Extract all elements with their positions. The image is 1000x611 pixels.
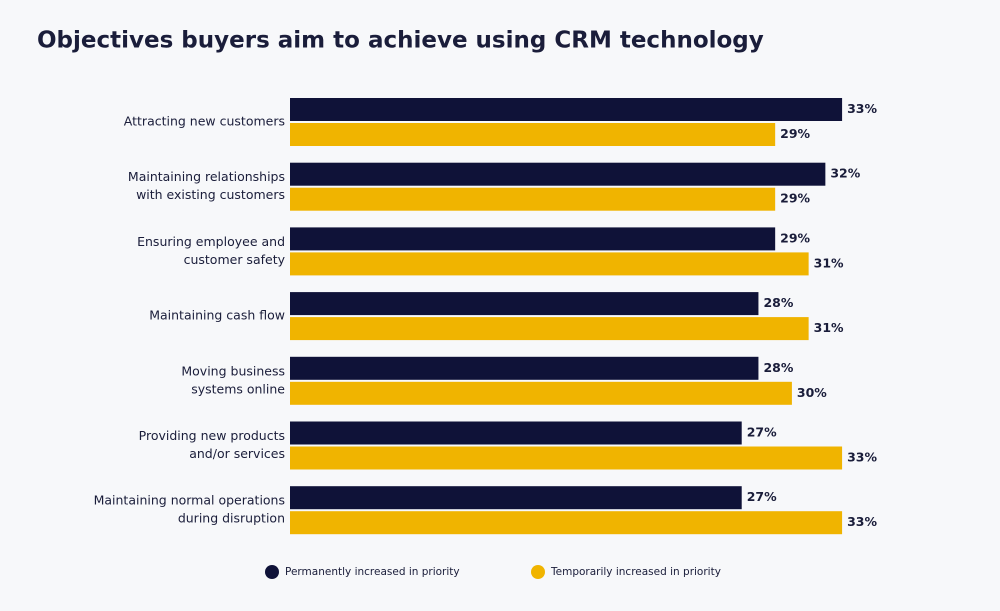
- value-label: 27%: [747, 425, 777, 440]
- bar: [290, 317, 809, 341]
- bar: [290, 381, 792, 405]
- category-label: systems online: [191, 381, 285, 396]
- value-label: 30%: [797, 385, 827, 400]
- category-label: during disruption: [178, 511, 285, 526]
- value-label: 33%: [847, 450, 877, 465]
- category-label: Ensuring employee and: [137, 234, 285, 249]
- value-label: 27%: [747, 489, 777, 504]
- bar: [290, 187, 776, 211]
- bar: [290, 511, 843, 535]
- category-label: Attracting new customers: [124, 114, 285, 129]
- category-label: Maintaining normal operations: [94, 493, 285, 508]
- value-label: 31%: [814, 320, 844, 335]
- legend-marker: [531, 565, 545, 579]
- category-label: with existing customers: [136, 187, 285, 202]
- category-label: Maintaining relationships: [128, 169, 285, 184]
- legend-label: Temporarily increased in priority: [550, 566, 721, 578]
- bar: [290, 446, 843, 470]
- bar: [290, 98, 843, 121]
- value-label: 29%: [780, 191, 810, 206]
- legend-label: Permanently increased in priority: [285, 566, 460, 578]
- bar: [290, 421, 742, 445]
- value-label: 29%: [780, 126, 810, 141]
- chart-title: Objectives buyers aim to achieve using C…: [37, 28, 764, 54]
- category-label: customer safety: [184, 252, 286, 267]
- value-label: 33%: [847, 514, 877, 529]
- legend-marker: [265, 565, 279, 579]
- category-label: Moving business: [181, 363, 285, 378]
- value-label: 28%: [763, 360, 793, 375]
- value-label: 32%: [830, 166, 860, 181]
- bar: [290, 123, 776, 146]
- value-label: 28%: [763, 295, 793, 310]
- value-label: 29%: [780, 230, 810, 245]
- category-label: Maintaining cash flow: [149, 308, 285, 323]
- category-label: Providing new products: [139, 428, 285, 443]
- bar: [290, 292, 759, 316]
- value-label: 33%: [847, 101, 877, 116]
- value-label: 31%: [814, 255, 844, 270]
- bar: [290, 162, 826, 186]
- category-label: and/or services: [189, 446, 285, 461]
- bar: [290, 252, 809, 276]
- bar: [290, 356, 759, 380]
- bar: [290, 227, 776, 251]
- bar: [290, 486, 742, 510]
